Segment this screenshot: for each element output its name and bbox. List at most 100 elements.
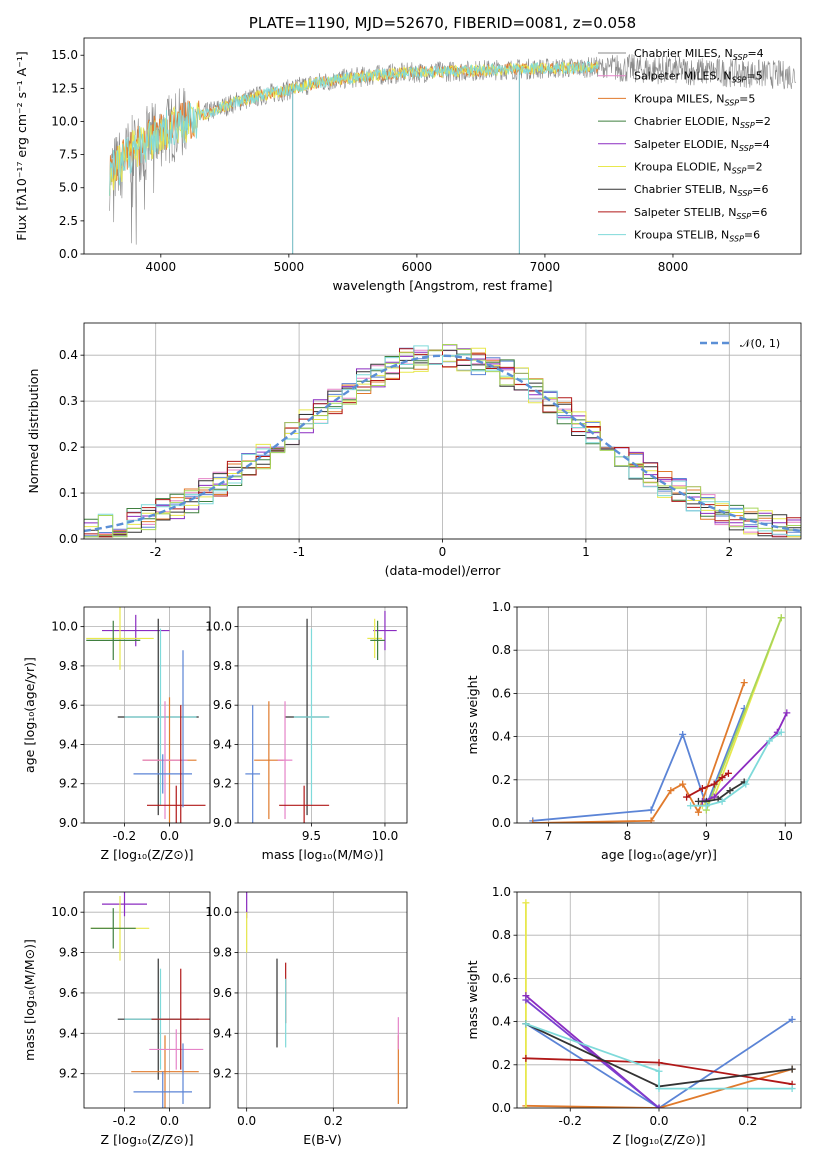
x-tick-label: 1: [582, 545, 590, 559]
legend-entry: Chabrier MILES, NSSP=4: [634, 47, 764, 62]
mass-vs-metallicity-panel: -0.2 0.0 9.2 9.4 9.6 9.8 10.0 Z [log₁₀(Z/Z⊙)] ma…: [22, 891, 211, 1147]
x-tick-label: 8000: [658, 260, 689, 274]
x-tick-label: 7: [545, 829, 553, 843]
legend-label: Kroupa STELIB, N: [634, 229, 729, 242]
x-tick-label: 10.0: [372, 829, 399, 843]
y-tick-label: 9.2: [59, 777, 78, 791]
y-tick-label: 0.8: [492, 643, 511, 657]
weight-series-line: [525, 999, 660, 1108]
plot-area: [90, 892, 210, 1108]
y-tick-label: 7.5: [59, 148, 78, 162]
axes-frame: [516, 606, 802, 824]
axes-frame: [83, 37, 802, 255]
legend-label: Salpeter STELIB, N: [634, 206, 736, 219]
y-tick-label: 10.0: [51, 114, 78, 128]
weight-point-marker: [698, 784, 706, 792]
age-vs-mass-panel: 9.5 10.0 9.0 9.2 9.4 9.6 9.8 10.0 mass [log₁₀(M/…: [205, 606, 408, 862]
y-tick-label: 9.6: [59, 698, 78, 712]
massweight-vs-age-panel: 7 8 9 10 0.0 0.2 0.4 0.6 0.8 1.0 age [log₁₀(age/yr…: [465, 600, 802, 862]
weight-point-marker: [777, 728, 785, 736]
x-tick-label: 0.2: [738, 1114, 757, 1128]
weight-point-marker: [765, 737, 773, 745]
y-tick-label: 0.1: [59, 486, 78, 500]
weight-point-marker: [655, 1059, 663, 1067]
weight-series-line: [525, 1068, 793, 1108]
y-tick-label: 5.0: [59, 181, 78, 195]
x-tick-label: 0.0: [649, 1114, 668, 1128]
weight-point-marker: [718, 774, 726, 782]
y-tick-label: 9.2: [59, 1067, 78, 1081]
weight-point-marker: [655, 1067, 663, 1075]
weight-point-marker: [522, 899, 530, 907]
weight-point-marker: [522, 1104, 530, 1108]
x-axis-label: E(B-V): [303, 1132, 342, 1147]
x-tick-label: 9: [703, 829, 711, 843]
observed-spectrum-line: [109, 53, 797, 245]
legend-entry: Salpeter ELODIE, NSSP=4: [634, 138, 770, 153]
y-tick-label: 9.2: [213, 777, 232, 791]
legend-label: Salpeter MILES, N: [634, 70, 732, 83]
x-tick-label: -0.2: [559, 1114, 582, 1128]
x-axis-label: (data-model)/error: [385, 563, 502, 578]
legend-subscript: SSP: [729, 235, 744, 244]
y-tick-label: 0.0: [492, 1101, 511, 1115]
y-tick-label: 9.6: [213, 986, 232, 1000]
weight-point-marker: [694, 808, 702, 816]
x-tick-label: -1: [293, 545, 305, 559]
legend-label: Kroupa MILES, N: [634, 92, 724, 105]
y-tick-label: 10.0: [205, 620, 232, 634]
axes-frame: [237, 891, 408, 1109]
y-tick-label: 12.5: [51, 81, 78, 95]
y-tick-label: 10.0: [205, 905, 232, 919]
weight-point-marker: [683, 793, 691, 801]
weight-series-line: [525, 1022, 793, 1090]
plot-area: [109, 53, 797, 254]
legend-entry: Kroupa ELODIE, NSSP=2: [634, 161, 763, 176]
weight-point-marker: [679, 780, 687, 788]
weight-point-marker: [647, 806, 655, 814]
weight-point-marker: [783, 709, 791, 717]
y-tick-label: 9.4: [213, 737, 232, 751]
weight-point-marker: [718, 797, 726, 805]
y-tick-label: 9.4: [59, 737, 78, 751]
y-tick-label: 1.0: [492, 600, 511, 614]
y-tick-label: 0.0: [492, 816, 511, 830]
model-spectrum-line: [109, 60, 599, 196]
legend-entry: Salpeter MILES, NSSP=5: [634, 70, 763, 85]
residual-histogram: [84, 344, 801, 538]
weight-point-marker: [522, 996, 530, 1004]
legend-entry: 𝒩(0, 1): [740, 337, 780, 350]
y-tick-label: 0.6: [492, 971, 511, 985]
x-tick-label: -2: [150, 545, 162, 559]
weight-point-marker: [667, 787, 675, 795]
x-tick-label: 10: [778, 829, 793, 843]
legend-label: Chabrier STELIB, N: [634, 183, 738, 196]
x-axis-label: wavelength [Angstrom, rest frame]: [332, 278, 552, 293]
y-axis-label: Flux [fλ10⁻¹⁷ erg cm⁻² s⁻¹ A⁻¹]: [14, 51, 29, 240]
x-tick-label: 0: [439, 545, 447, 559]
legend-subscript: SSP: [732, 76, 747, 85]
y-tick-label: 0.2: [59, 440, 78, 454]
legend-label: Chabrier MILES, N: [634, 47, 733, 60]
weight-point-marker: [788, 1015, 796, 1023]
axes-frame: [83, 322, 802, 540]
legend-value: =5: [739, 92, 755, 105]
x-tick-label: 6000: [402, 260, 433, 274]
legend-subscript: SSP: [724, 98, 739, 107]
normal-curve: [84, 354, 801, 533]
y-axis-label: mass weight: [465, 675, 480, 754]
y-tick-label: 9.0: [213, 816, 232, 830]
weight-point-marker: [740, 679, 748, 687]
legend-subscript: SSP: [732, 167, 747, 176]
y-tick-label: 10.0: [51, 905, 78, 919]
massweight-vs-metallicity-panel: -0.2 0.0 0.2 0.0 0.2 0.4 0.6 0.8 1.0 Z [log₁₀(Z/Z…: [465, 885, 802, 1147]
legend-subscript: SSP: [736, 212, 751, 221]
weight-point-marker: [522, 1054, 530, 1062]
legend-value: =4: [747, 47, 763, 60]
x-tick-label: 7000: [530, 260, 561, 274]
spectrum-panel: 4000 5000 6000 7000 8000 0.0 2.5 5.0 7.5 10.0 12.5…: [14, 14, 802, 293]
y-tick-label: 0.8: [492, 928, 511, 942]
plot-area: [245, 610, 397, 823]
weight-point-marker: [742, 780, 750, 788]
